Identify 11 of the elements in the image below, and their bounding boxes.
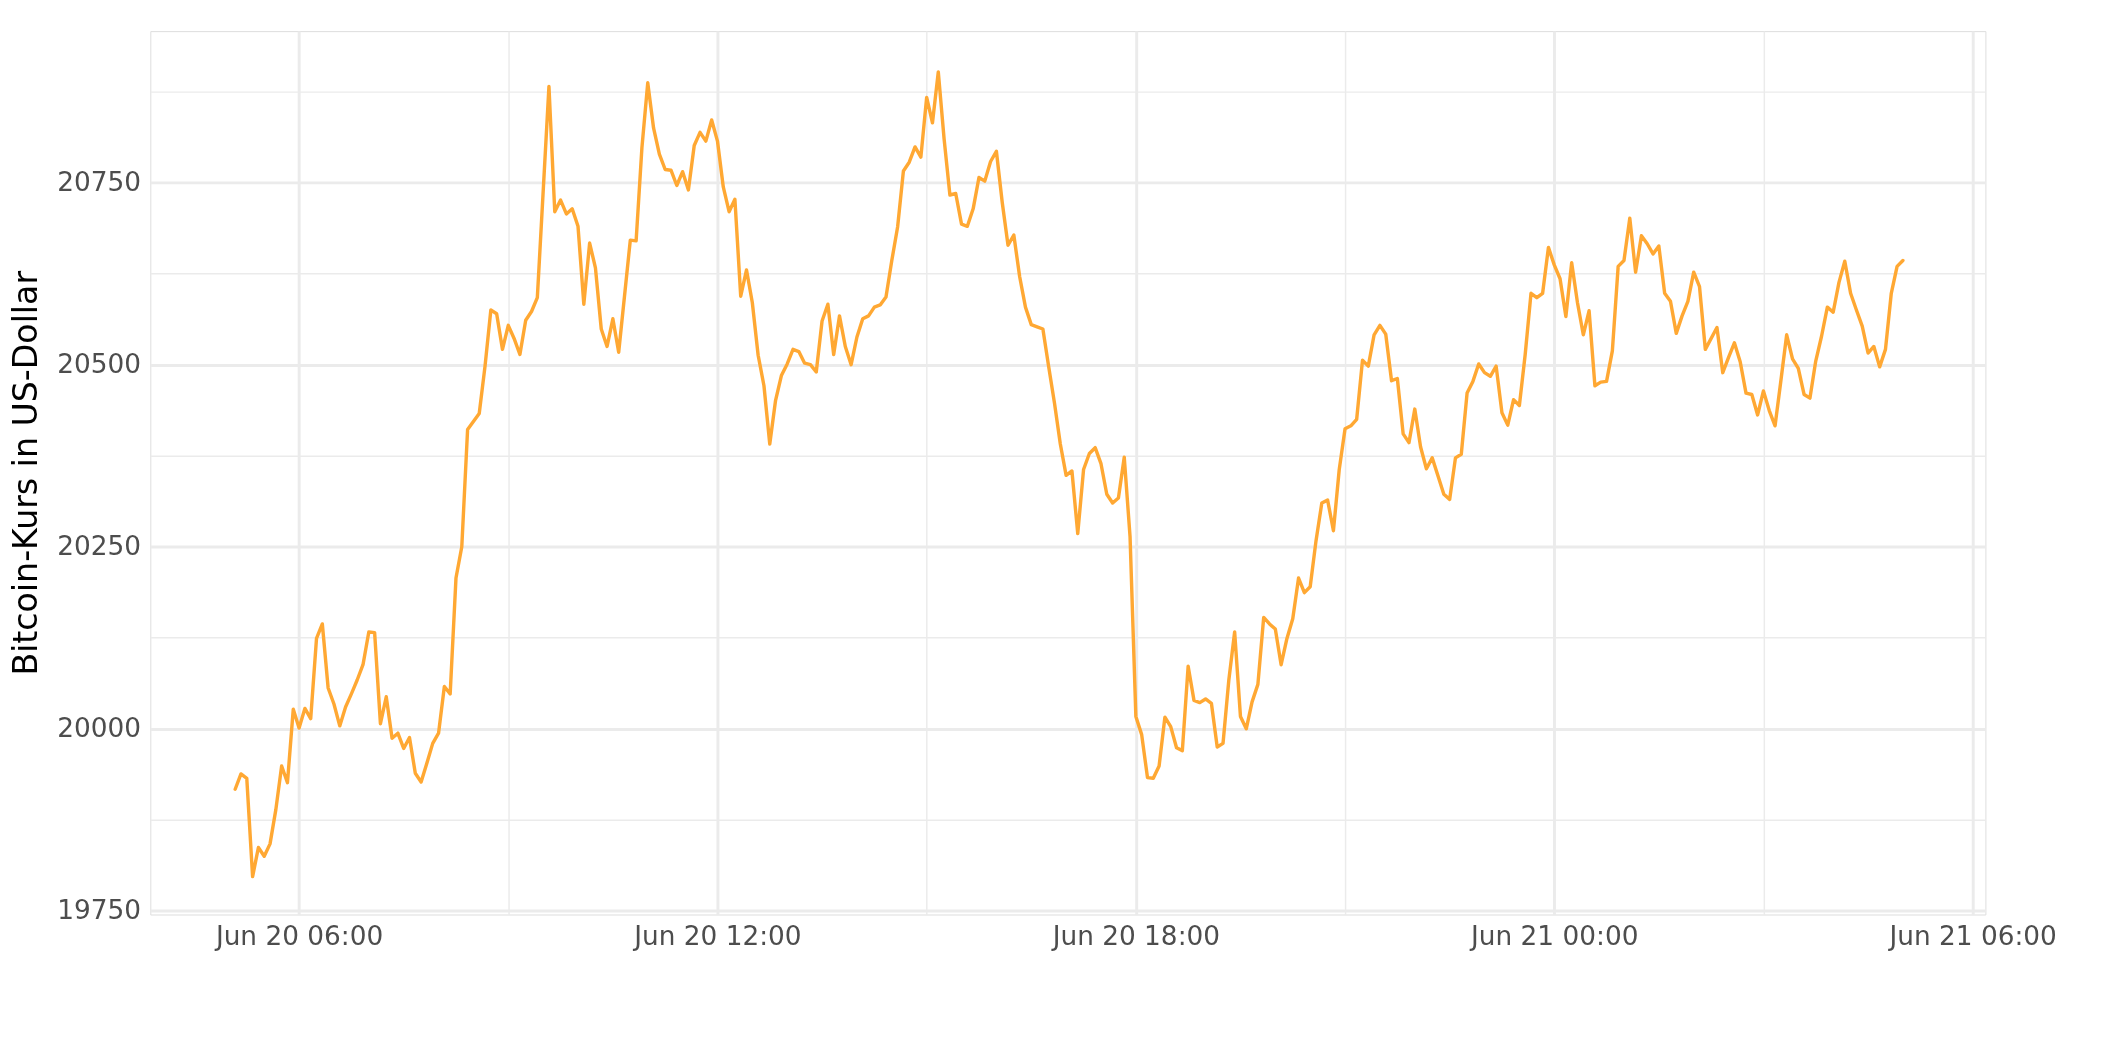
x-tick-label: Jun 21 06:00 [1887,921,2057,952]
y-tick-label: 20000 [57,713,142,744]
y-tick-label: 19750 [57,895,142,926]
x-tick-label: Jun 20 06:00 [213,921,384,952]
y-tick-label: 20750 [57,166,142,197]
x-tick-label: Jun 20 18:00 [1050,921,1221,952]
x-tick-label: Jun 21 00:00 [1469,921,1639,952]
x-tick-label: Jun 20 12:00 [632,921,802,952]
y-tick-label: 20250 [57,531,142,562]
y-axis-title: Bitcoin-Kurs in US-Dollar [5,270,45,676]
y-tick-label: 20500 [57,348,142,379]
